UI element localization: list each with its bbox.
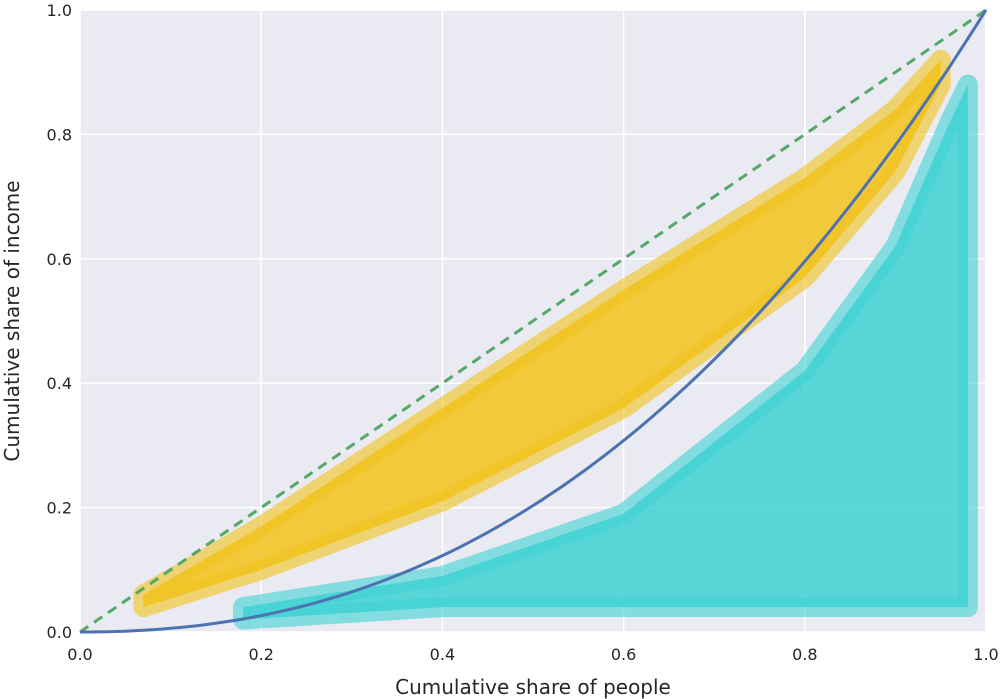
y-tick-label: 0.8 [47, 125, 72, 144]
y-axis-label: Cumulative share of income [0, 180, 24, 461]
x-tick-label: 0.4 [430, 645, 455, 664]
band-3 [233, 74, 978, 630]
y-tick-label: 0.2 [47, 499, 72, 518]
x-axis-label: Cumulative share of people [395, 675, 671, 699]
x-tick-label: 1.0 [973, 645, 998, 664]
equality-line [79, 8, 987, 634]
y-tick-labels: 0.0 0.2 0.4 0.6 0.8 1.0 [47, 1, 72, 642]
x-tick-label: 0.8 [792, 645, 817, 664]
x-tick-label: 0.6 [611, 645, 636, 664]
lorenz-curve [80, 9, 988, 634]
y-tick-label: 1.0 [47, 1, 72, 20]
band-2 [133, 49, 951, 618]
grid-lines [79, 9, 987, 633]
x-tick-label: 0.0 [67, 645, 92, 664]
y-tick-label: 0.0 [47, 623, 72, 642]
y-tick-label: 0.6 [47, 250, 72, 269]
y-tick-label: 0.4 [47, 374, 72, 393]
x-tick-labels: 0.0 0.2 0.4 0.6 0.8 1.0 [67, 645, 998, 664]
x-tick-label: 0.2 [248, 645, 273, 664]
bands [133, 49, 978, 630]
series-lines [79, 8, 988, 634]
